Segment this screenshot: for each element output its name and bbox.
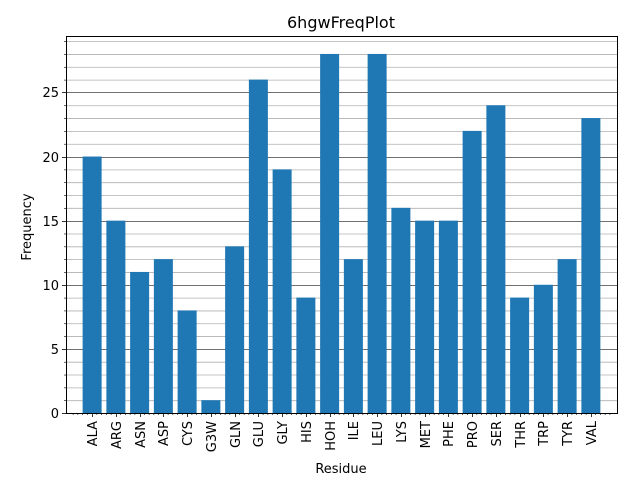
x-tick-label: MET: [419, 421, 434, 448]
y-axis-label: Frequency: [20, 193, 35, 260]
x-tick-label: TRP: [537, 421, 552, 447]
x-tick-label: PHE: [442, 421, 457, 447]
bar: [248, 79, 268, 414]
x-axis-label: Residue: [315, 462, 366, 477]
x-tick-label: GLY: [276, 421, 291, 445]
y-tick-label: 15: [42, 215, 59, 230]
bar: [438, 220, 458, 413]
chart-title: 6hgwFreqPlot: [287, 13, 395, 32]
x-tick-label: LEU: [371, 421, 386, 446]
bar: [367, 53, 387, 413]
bar: [272, 169, 292, 413]
bar: [581, 118, 601, 413]
x-tick-label: PRO: [466, 421, 481, 448]
y-tick-label: 10: [42, 279, 59, 294]
bar: [106, 220, 126, 413]
x-tick-label: CYS: [181, 421, 196, 446]
bar-series: [82, 53, 601, 414]
x-tick-label: ARG: [110, 421, 125, 449]
x-tick-label: ILE: [347, 421, 362, 440]
bar: [415, 220, 435, 413]
bar: [201, 400, 221, 413]
bar: [320, 53, 340, 413]
y-tick-label: 5: [51, 343, 59, 358]
bar: [510, 297, 530, 413]
bar: [486, 105, 506, 413]
x-axis-ticks: ALA ARG ASN ASP CYS G3W GLN GLU GLY HIS HOH ILE LEU L…: [72, 413, 611, 452]
x-tick-label: VAL: [585, 420, 600, 445]
x-tick-label: THR: [514, 421, 529, 449]
x-tick-label: SER: [490, 421, 505, 447]
bar: [82, 156, 102, 413]
y-axis-ticks: 0 5 10 15 20 25: [42, 41, 66, 422]
bar: [296, 297, 316, 413]
bar: [225, 246, 245, 413]
bar: [462, 130, 482, 413]
x-tick-label: LYS: [395, 421, 410, 443]
bar: [557, 259, 577, 413]
x-tick-label: ASP: [157, 421, 172, 446]
x-tick-label: G3W: [205, 421, 220, 452]
x-tick-label: GLU: [252, 421, 267, 447]
x-tick-label: HOH: [324, 421, 339, 451]
y-tick-label: 25: [42, 86, 59, 101]
bar: [343, 259, 363, 413]
x-tick-label: GLN: [229, 421, 244, 448]
bar: [153, 259, 173, 413]
y-tick-label: 0: [51, 407, 59, 422]
bar: [533, 284, 553, 413]
x-tick-label: ALA: [86, 421, 101, 446]
axes-frame: [66, 36, 618, 414]
x-tick-label: ASN: [134, 421, 149, 448]
bar: [391, 207, 411, 413]
y-tick-label: 20: [42, 151, 59, 166]
axes: [66, 36, 618, 414]
bar: [177, 310, 197, 413]
bar: [130, 271, 150, 413]
x-tick-label: TYR: [561, 421, 576, 447]
x-tick-label: HIS: [300, 421, 315, 443]
